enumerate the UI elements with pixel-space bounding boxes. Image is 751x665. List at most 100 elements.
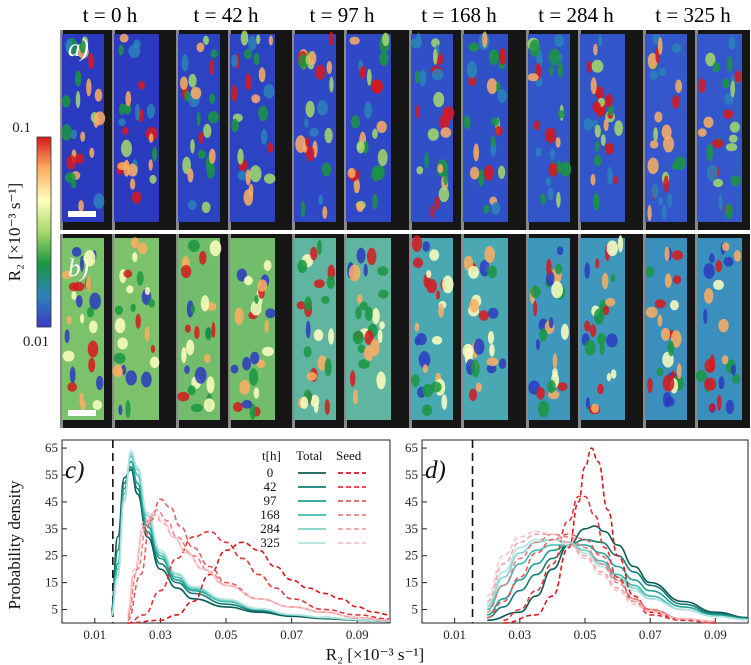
seed-blob [328,328,335,345]
seed-blob [483,204,490,214]
seed-blob [130,237,139,249]
seed-blob [230,85,238,102]
seed-blob [317,239,322,255]
seed-blob [250,351,260,365]
seed-blob [184,324,191,333]
seed-blob [144,287,151,295]
seed-blob [422,364,428,374]
seed-blob [232,402,243,412]
seed-blob [249,368,259,386]
seed-blob [206,161,216,179]
seed-blob [263,84,275,99]
y-tick-label: 5 [412,602,419,617]
seed-blob [599,341,605,355]
seed-blob [594,154,602,167]
sample-column [526,234,570,428]
seed-blob [585,397,591,410]
seed-blob [601,272,609,290]
seed-blob [416,166,424,175]
seed-blob [590,173,596,186]
seed-blob [535,338,541,351]
seed-blob [484,246,496,263]
seed-blob [494,125,503,136]
seed-blob [471,359,480,378]
seed-blob [610,273,616,283]
seed-blob [181,54,189,72]
y-tick-label: 15 [45,575,58,590]
seed-blob [372,193,378,210]
seed-blob [359,65,367,80]
seed-blob [347,167,356,179]
seed-blob [463,115,471,130]
seed-blob [695,369,707,382]
seed-blob [363,263,368,277]
seed-blob [74,70,82,87]
seed-blob [75,91,81,109]
seed-blob [462,343,474,359]
seed-blob [317,100,328,116]
seed-blob [704,288,714,304]
seed-blob [533,120,541,131]
seed-blob [148,298,156,308]
seed-blob [487,331,495,344]
sample-column [695,234,742,428]
seed-blob [725,143,738,152]
seed-blob [662,392,672,408]
sample-column [176,30,220,230]
seed-blob [357,293,363,304]
panel-a-label: a) [68,35,89,62]
seed-blob [466,61,478,79]
seed-blob [234,307,244,326]
seed-blob [713,279,724,290]
seed-blob [258,105,268,122]
tube-wall [228,30,231,230]
tube-wall [292,234,295,428]
seed-blob [469,298,479,313]
seed-blob [584,320,591,332]
seed-blob [657,314,663,327]
seed-blob [315,64,326,80]
seed-blob [723,256,734,267]
series-line-total-42 [487,538,749,619]
seed-blob [309,127,319,137]
seed-blob [113,352,126,364]
seed-blob [725,399,735,415]
series-line-total-325 [110,449,391,622]
seed-blob [478,169,485,187]
seed-blob [237,148,244,165]
seed-blob [551,281,563,299]
seed-blob [83,249,96,267]
seed-blob [253,52,260,66]
seed-blob [313,279,325,288]
seed-blob [355,306,362,320]
y-tick-label: 15 [405,575,418,590]
seed-blob [703,116,714,128]
panel-a-images [60,30,750,230]
seed-blob [253,387,260,399]
seed-blob [152,146,158,162]
seed-blob [605,297,616,307]
seed-blob [187,200,197,210]
seed-blob [730,364,736,376]
seed-blob [364,101,372,119]
time-label: t = 97 h [310,3,375,27]
tube-wall [578,234,581,428]
seed-blob [552,353,558,369]
seed-blob [662,374,675,392]
legend-row-label: 0 [267,465,274,480]
seed-blob [121,139,132,158]
seed-blob [188,73,197,88]
seed-blob [149,356,160,369]
series-line-seed-284 [486,533,716,623]
seed-blob [598,34,603,47]
seed-blob [194,366,207,384]
seed-blob [69,366,76,384]
sample-column [176,234,222,428]
seed-blob [537,400,550,418]
seed-blob [254,294,259,304]
seed-blob [200,295,210,312]
tube-wall [344,234,347,428]
seed-blob [88,53,95,69]
seed-blob [547,379,556,394]
seed-blob [85,276,92,292]
